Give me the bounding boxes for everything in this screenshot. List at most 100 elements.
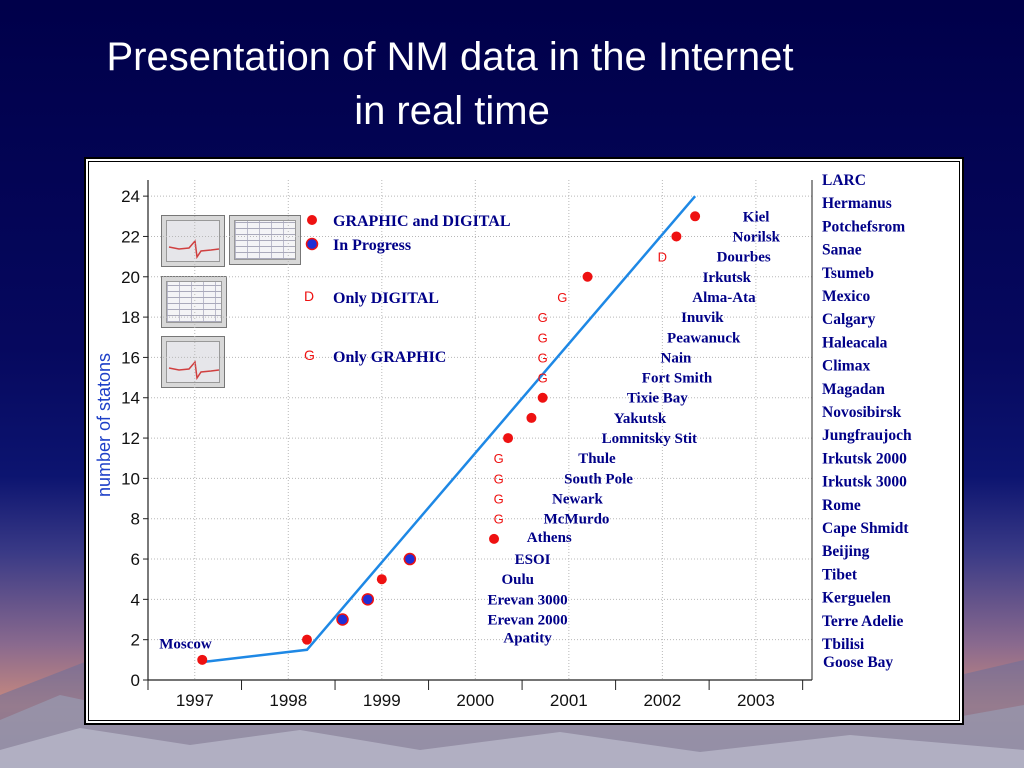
station-label: Erevan 2000 [487,613,567,629]
legend-graphic-digital: GRAPHIC and DIGITAL [333,213,511,230]
legend-g-marker: G [304,347,315,363]
digital-thumbnail-1 [229,215,301,265]
future-station-item: Novosibirsk [822,404,902,421]
legend-in-progress: In Progress [333,237,411,254]
in-progress-point [336,613,349,626]
graphic-digital-point [376,574,387,585]
legend-only-graphic: Only GRAPHIC [333,349,446,366]
future-station-item: Sanae [822,242,862,259]
station-labels: Moscow Apatity Erevan 2000 Erevan 3000 Oulu E… [159,209,780,652]
x-tick-label: 2000 [456,691,494,710]
graphic-digital-point [526,412,537,423]
future-stations-list: LARC Hermanus Potchefsrom Sanae Tsumeb Mexico… [822,172,912,671]
chart-panel [84,157,964,725]
future-station-item: Rome [822,497,861,514]
future-station-item: Mexico [822,288,870,305]
future-station-item: Goose Bay [823,654,893,671]
graphic-digital-point [690,211,701,222]
future-station-item: Hermanus [822,195,892,212]
station-label: Thule [578,451,616,467]
only-graphic-point: G [494,492,504,507]
future-station-item: Jungfraujoch [822,427,912,444]
future-station-item: Potchefsrom [822,218,905,235]
y-tick-label: 14 [121,389,140,408]
grid-lines [148,180,812,681]
x-tick-label: 1998 [269,691,307,710]
future-station-item: Irkutsk 2000 [822,450,907,467]
only-graphic-point: G [538,330,548,345]
y-tick-label: 20 [121,268,140,287]
y-tick-label: 2 [131,631,140,650]
trend-line [203,195,697,664]
future-station-item: Climax [822,358,870,375]
future-station-item: Terre Adelie [822,613,903,630]
graphic-digital-point [671,231,682,242]
only-graphic-point: G [557,290,567,305]
future-station-item: Haleacala [822,334,888,351]
x-tick-label: 1997 [176,691,214,710]
station-label: ESOI [515,552,551,568]
graphic-plot [166,220,220,262]
y-tick-label: 12 [121,429,140,448]
station-label: Nain [660,350,692,366]
only-graphic-point: G [494,512,504,527]
x-tick-label: 1999 [363,691,401,710]
station-label: Dourbes [717,250,771,266]
only-graphic-point: G [538,350,548,365]
y-tick-label: 0 [131,671,140,690]
station-label: Erevan 3000 [487,592,567,608]
future-station-item: Magadan [822,381,885,398]
y-tick-label: 10 [121,469,140,488]
graphic-plot-trace [168,239,219,260]
station-label: Moscow [159,637,212,653]
only-graphic-point: G [494,451,504,466]
station-label: South Pole [564,471,633,487]
graphic-digital-point [489,533,500,544]
slide-title: Presentation of NM data in the Internet … [0,30,900,138]
digital-table [166,281,222,323]
station-label: Apatity [503,631,552,647]
graphic-thumbnail-2 [161,336,225,388]
future-station-item: Tibet [822,566,858,583]
legend-blue-dot [305,237,319,251]
graphic-thumbnail-1 [161,215,225,267]
only-digital-point: D [658,250,667,265]
station-label: Irkutsk [703,270,752,286]
digital-table [234,220,296,260]
y-axis-label: number of statons [94,353,114,497]
legend-d-marker: D [304,288,314,304]
y-tick-label: 4 [131,590,140,609]
only-graphic-point: G [538,371,548,386]
in-progress-point [361,593,375,606]
chart-legend: GRAPHIC and DIGITAL In Progress D Only D… [304,213,511,366]
x-tick-label: 2001 [550,691,588,710]
y-tick-label: 8 [131,510,140,529]
station-label: Yakutsk [614,411,667,427]
x-tick-label: 2003 [737,691,775,710]
graphic-plot [166,341,220,383]
station-label: Tixie Bay [627,391,688,407]
station-label: Oulu [502,572,535,588]
station-label: Fort Smith [642,371,713,387]
future-station-item: Irkutsk 3000 [822,474,907,491]
y-tick-label: 22 [121,227,140,246]
trend-line-group [203,195,697,664]
only-graphic-point: G [494,471,504,486]
y-tick-label: 18 [121,308,140,327]
graphic-plot-trace [168,360,219,381]
station-label: Alma-Ata [692,290,756,306]
station-label: Peawanuck [667,330,741,346]
future-station-item: Calgary [822,311,876,328]
digital-thumbnail-2 [161,276,227,328]
station-label: McMurdo [544,512,610,528]
y-tick-label: 24 [121,187,140,206]
x-tick-label: 2002 [643,691,681,710]
y-tick-label: 16 [121,348,140,367]
future-station-item: LARC [822,172,866,189]
title-line-1: Presentation of NM data in the Internet [106,35,794,79]
future-station-item: Beijing [822,543,870,560]
graphic-digital-point [582,271,593,282]
future-station-item: Tsumeb [822,265,874,282]
title-line-2: in real time [354,89,550,133]
